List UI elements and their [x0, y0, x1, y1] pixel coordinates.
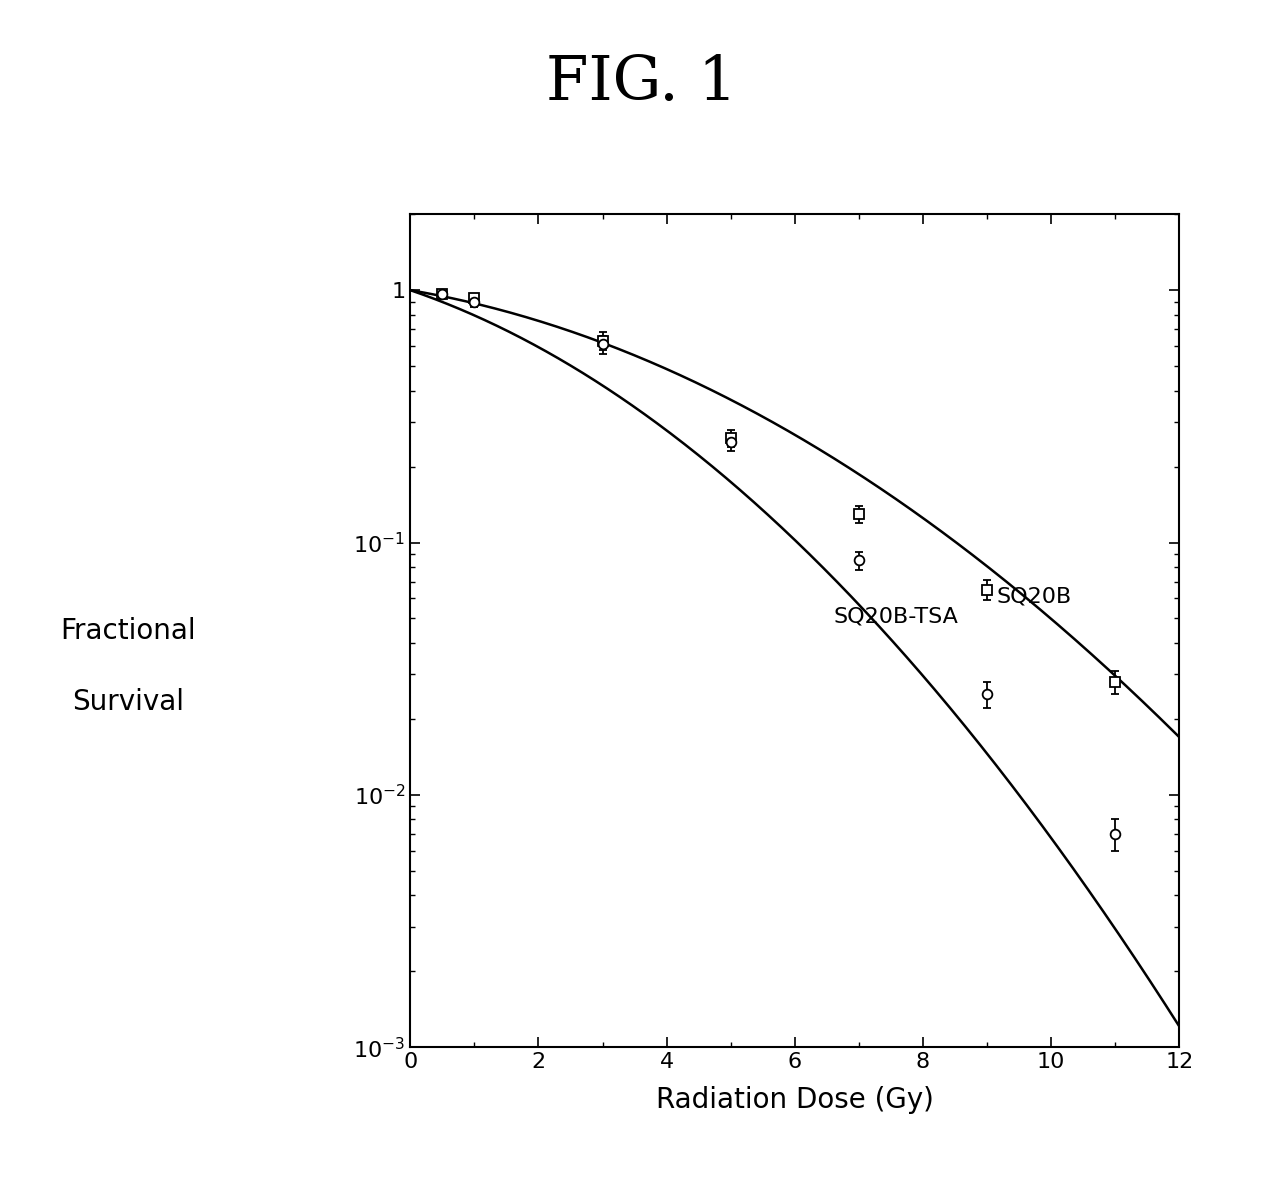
Text: Survival: Survival — [72, 688, 185, 716]
Text: Fractional: Fractional — [60, 616, 196, 645]
Text: SQ20B-TSA: SQ20B-TSA — [833, 607, 958, 627]
Text: FIG. 1: FIG. 1 — [546, 54, 736, 113]
X-axis label: Radiation Dose (Gy): Radiation Dose (Gy) — [656, 1086, 933, 1114]
Text: SQ20B: SQ20B — [997, 587, 1072, 606]
